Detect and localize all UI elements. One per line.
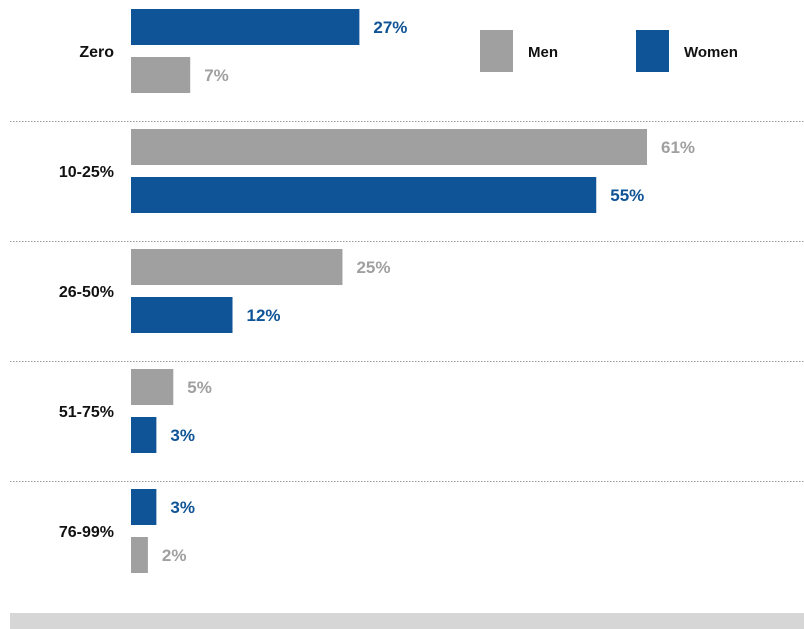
bar-26-50-men bbox=[131, 249, 343, 285]
legend: Men Women bbox=[480, 30, 738, 72]
value-label-26-50-men: 25% bbox=[356, 258, 390, 277]
legend-label-women: Women bbox=[684, 44, 738, 61]
value-label-zero-men: 7% bbox=[204, 66, 229, 85]
category-label-zero: Zero bbox=[79, 44, 114, 61]
value-label-10-25-women: 55% bbox=[610, 186, 644, 205]
bar-76-99-men bbox=[131, 537, 148, 573]
category-labels: Zero 10-25% 26-50% 51-75% 76-99% bbox=[59, 44, 114, 541]
value-label-10-25-men: 61% bbox=[661, 138, 695, 157]
category-label-26-50: 26-50% bbox=[59, 284, 114, 301]
value-label-76-99-men: 2% bbox=[162, 546, 187, 565]
value-label-76-99-women: 3% bbox=[170, 498, 195, 517]
legend-swatch-men bbox=[480, 30, 513, 72]
value-label-51-75-men: 5% bbox=[187, 378, 212, 397]
value-label-zero-women: 27% bbox=[373, 18, 407, 37]
value-labels: 27% 7% 61% 55% 25% 12% 5% 3% 3% 2% bbox=[162, 18, 695, 565]
bar-26-50-women bbox=[131, 297, 233, 333]
category-label-76-99: 76-99% bbox=[59, 524, 114, 541]
bars bbox=[131, 9, 647, 573]
legend-label-men: Men bbox=[528, 44, 558, 61]
category-label-51-75: 51-75% bbox=[59, 404, 114, 421]
value-label-26-50-women: 12% bbox=[247, 306, 281, 325]
bar-76-99-women bbox=[131, 489, 157, 525]
bar-zero-women bbox=[131, 9, 360, 45]
footer-bar bbox=[10, 613, 804, 629]
bar-10-25-men bbox=[131, 129, 647, 165]
bar-10-25-women bbox=[131, 177, 597, 213]
value-label-51-75-women: 3% bbox=[170, 426, 195, 445]
bar-zero-men bbox=[131, 57, 191, 93]
bar-51-75-women bbox=[131, 417, 157, 453]
group-dividers bbox=[10, 121, 804, 482]
bar-51-75-men bbox=[131, 369, 174, 405]
category-label-10-25: 10-25% bbox=[59, 164, 114, 181]
legend-swatch-women bbox=[636, 30, 669, 72]
